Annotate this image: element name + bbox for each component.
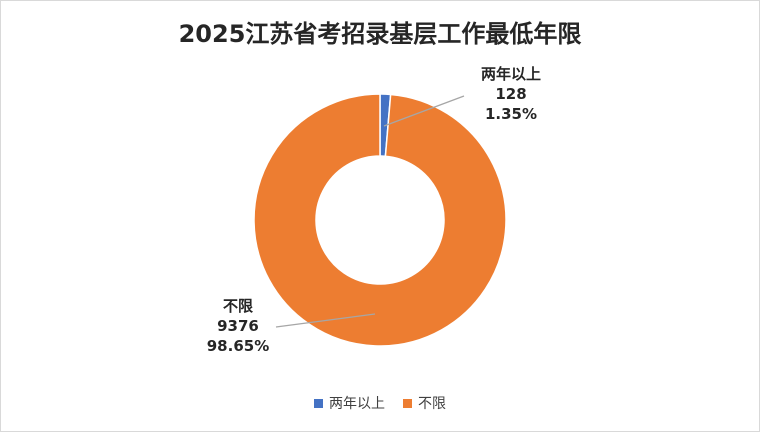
data-label-unlimited-category: 不限 [222,297,253,315]
chart-legend: 两年以上 不限 [0,393,760,413]
data-label-two-years-category: 两年以上 [480,65,541,83]
leader-line-unlimited [275,313,376,328]
slice-unlimited [253,93,507,347]
leader-line-two-years [383,95,465,127]
data-label-unlimited: 不限 9376 98.65% [200,296,276,356]
data-label-unlimited-percent: 98.65% [206,337,270,355]
legend-swatch-unlimited [403,398,412,408]
legend-item-two-years: 两年以上 [314,393,385,413]
data-label-two-years: 两年以上 128 1.35% [466,64,556,124]
legend-swatch-two-years [314,398,323,408]
data-label-two-years-value: 128 [495,85,527,103]
legend-label-unlimited: 不限 [418,396,446,412]
legend-label-two-years: 两年以上 [329,396,385,412]
data-label-two-years-percent: 1.35% [484,105,538,123]
data-label-unlimited-value: 9376 [217,317,259,335]
chart-title: 2025江苏省考招录基层工作最低年限 [178,20,582,48]
legend-item-unlimited: 不限 [403,393,446,413]
